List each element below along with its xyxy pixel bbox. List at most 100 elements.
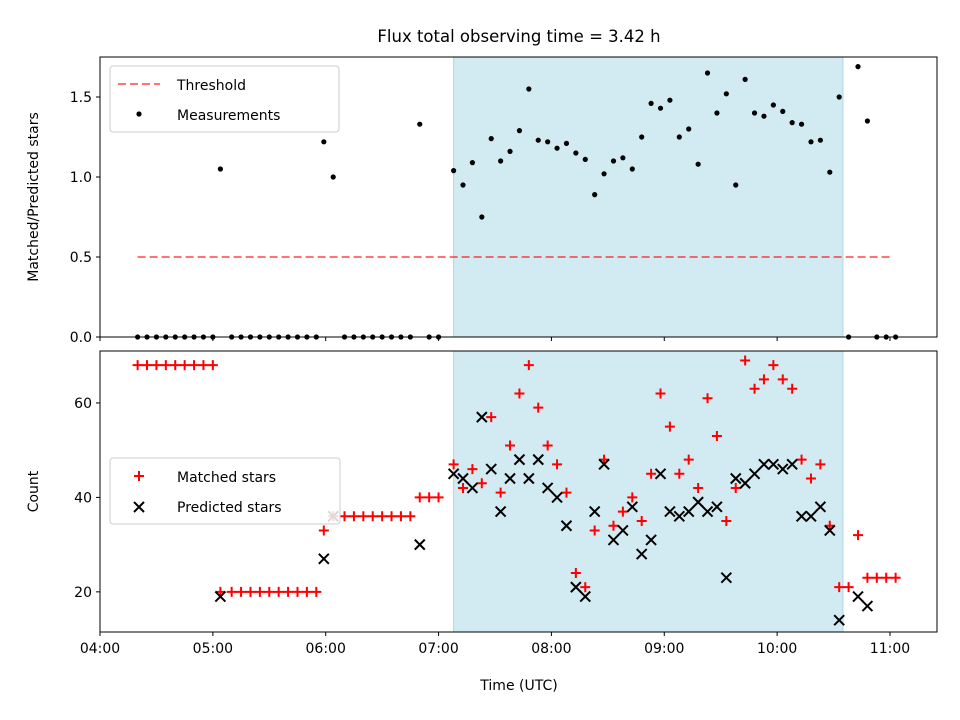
measurement-point [676,134,682,140]
measurement-point [704,70,711,76]
predicted-point [598,458,610,471]
measurement-point [526,86,532,92]
matched-point [264,586,275,597]
predicted-point [786,458,798,471]
predicted-point [758,458,770,471]
measurement-point [836,94,842,100]
matched-point [207,360,218,371]
matched-point [273,586,284,597]
matched-point [702,393,713,404]
y-axis-label: Count [26,470,42,512]
measurement-point [817,137,823,143]
predicted-point [795,510,808,523]
measurement-point [488,136,494,142]
matched-point [890,572,901,583]
predicted-point [532,453,544,466]
matched-point [608,520,619,531]
matched-point [805,473,816,484]
matched-point [476,478,487,489]
measurement-point [742,76,748,82]
matched-point [561,487,572,498]
predicted-point [560,520,573,532]
predicted-point [635,548,648,560]
matched-point [570,567,581,578]
predicted-point [214,590,227,603]
predicted-point [570,581,582,593]
legend-predicted-label: Predicted stars [177,500,282,516]
matched-point [646,468,657,479]
matched-point [580,582,591,593]
predicted-point [692,496,704,508]
matched-point [170,360,181,371]
matched-point [815,459,826,470]
predicted-point [711,501,723,513]
measurement-point [648,100,654,106]
measurement-point [217,166,223,172]
matched-point [189,360,200,371]
measurement-point [639,134,645,140]
matched-point [533,402,544,413]
matched-point [198,360,209,371]
x-tick-label: 04:00 [80,641,120,657]
y-tick-label: 40 [74,490,92,506]
measurement-point [808,139,814,145]
matched-point [226,586,237,597]
matched-point [358,511,369,522]
measurement-point [667,97,673,103]
matched-point [674,468,685,479]
matched-point [636,516,647,527]
matched-point [405,511,416,522]
matched-point [730,482,741,493]
predicted-point [551,491,563,504]
predicted-point [617,524,629,537]
y-tick-label: 60 [74,396,92,412]
legend-measurement-swatch [136,111,142,117]
matched-point [151,360,162,371]
matched-point [787,383,798,394]
x-tick-label: 11:00 [870,641,910,657]
predicted-point [447,468,460,480]
matched-point [711,431,722,442]
predicted-point [494,505,507,518]
predicted-point [541,482,554,494]
predicted-point [523,472,535,485]
x-tick-label: 10:00 [757,641,797,657]
matched-point [386,511,397,522]
measurement-point [723,91,729,97]
measurement-point [733,182,739,188]
matched-point [552,459,563,470]
predicted-point [626,501,639,513]
x-tick-label: 05:00 [193,641,233,657]
chart-title: Flux total observing time = 3.42 h [377,27,660,46]
y-tick-label: 0.5 [70,250,92,266]
matched-point [458,482,469,493]
measurement-point [798,121,805,127]
matched-point [693,482,704,493]
bottom-panel: 20 40 60 Count 04:00 05:00 06:00 07:00 08:00 09:0… [26,350,938,694]
predicted-point [720,571,733,584]
matched-point [749,383,760,394]
matched-point [523,360,534,371]
matched-point [424,492,435,503]
matched-point [721,516,732,527]
matched-point [768,360,779,371]
predicted-point [683,505,695,518]
matched-point [367,511,378,522]
matched-point [514,388,525,399]
measurement-point [686,126,692,132]
matched-point [348,511,359,522]
predicted-point [414,538,426,551]
matched-point [777,374,788,385]
predicted-point [805,510,817,523]
matched-point [589,525,600,536]
top-panel: 0.0 0.5 1.0 1.5 Matched/Predicted stars Thres… [26,56,938,346]
matched-point [617,506,628,517]
matched-point [664,421,675,432]
measurement-point [714,110,720,116]
predicted-point [607,534,620,546]
measurement-point [507,148,513,154]
predicted-point [513,453,526,466]
legend-threshold-label: Threshold [176,78,246,94]
predicted-point [748,468,761,480]
matched-point [179,360,190,371]
